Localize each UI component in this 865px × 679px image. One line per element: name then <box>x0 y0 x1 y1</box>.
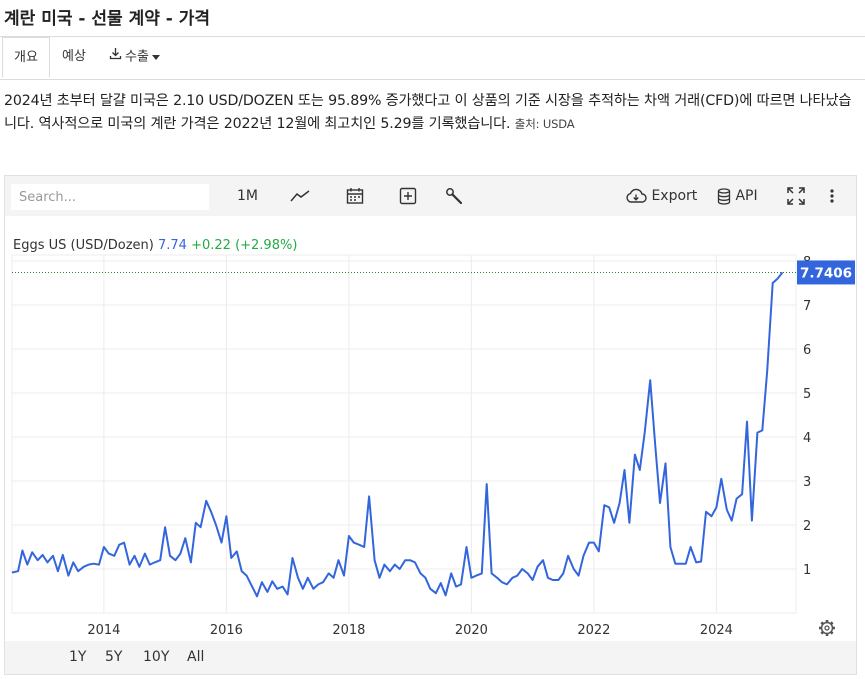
tab-forecast[interactable]: 예상 <box>51 37 97 78</box>
search-input[interactable] <box>11 184 209 210</box>
cloud-download-icon <box>625 188 647 204</box>
tab-overview-label: 개요 <box>14 50 38 65</box>
description: 2024년 초부터 달걀 미국은 2.10 USD/DOZEN 또는 95.89… <box>4 90 859 136</box>
range-selector: 1Y 5Y 10Y All <box>5 641 856 674</box>
x-tick-label: 2020 <box>455 623 488 638</box>
x-tick-label: 2024 <box>700 623 733 638</box>
x-tick-label: 2018 <box>332 623 365 638</box>
description-text: 2024년 초부터 달걀 미국은 2.10 USD/DOZEN 또는 95.89… <box>4 93 852 132</box>
more-vert-icon[interactable] <box>829 182 835 210</box>
export-label: Export <box>651 188 698 204</box>
tab-divider <box>0 79 865 80</box>
plot-area <box>11 254 797 614</box>
x-tick-label: 2014 <box>87 623 120 638</box>
y-tick-label: 7 <box>803 299 811 314</box>
legend-change: +0.22 (+2.98%) <box>191 238 298 253</box>
fullscreen-icon[interactable] <box>787 182 805 210</box>
title-divider <box>0 36 865 37</box>
page-title: 계란 미국 - 선물 계약 - 가격 <box>4 9 211 29</box>
tab-overview[interactable]: 개요 <box>2 37 50 78</box>
tab-bar: 개요 예상 수출 <box>0 37 865 79</box>
source-link[interactable]: 출처: USDA <box>514 117 575 131</box>
chart-container: 1M Export API 12345678201420162018202020… <box>4 175 857 675</box>
line-chart-icon[interactable] <box>290 182 310 210</box>
tab-export-label: 수출 <box>125 49 149 65</box>
tab-forecast-label: 예상 <box>62 49 86 64</box>
wrench-icon[interactable] <box>445 182 463 210</box>
chart-legend: Eggs US (USD/Dozen) 7.74 +0.22 (+2.98%) <box>13 238 297 253</box>
period-button[interactable]: 1M <box>237 188 258 204</box>
calendar-icon[interactable] <box>346 182 364 210</box>
caret-down-icon <box>151 54 160 60</box>
api-button[interactable]: API <box>717 182 758 210</box>
settings-gear-icon[interactable] <box>819 620 835 636</box>
range-10y-button[interactable]: 10Y <box>143 649 170 665</box>
x-tick-label: 2016 <box>210 623 243 638</box>
y-tick-label: 3 <box>803 475 811 490</box>
x-tick-label: 2022 <box>577 623 610 638</box>
database-icon <box>717 187 731 205</box>
range-all-button[interactable]: All <box>187 649 205 665</box>
legend-value: 7.74 <box>158 238 187 253</box>
add-box-icon[interactable] <box>399 182 417 210</box>
download-icon <box>109 37 122 77</box>
y-tick-label: 2 <box>803 519 811 534</box>
last-price-tag <box>797 260 855 285</box>
price-chart[interactable]: 123456782014201620182020202220247.7406 <box>5 176 856 641</box>
y-tick-label: 4 <box>803 431 811 446</box>
last-price-label: 7.7406 <box>800 265 852 281</box>
price-line <box>11 271 784 598</box>
y-tick-label: 6 <box>803 343 811 358</box>
api-label: API <box>735 188 758 204</box>
tab-export[interactable]: 수출 <box>98 37 171 78</box>
range-5y-button[interactable]: 5Y <box>105 649 123 665</box>
export-button[interactable]: Export <box>625 182 697 210</box>
y-tick-label: 5 <box>803 387 811 402</box>
chart-toolbar: 1M Export API <box>5 176 856 216</box>
y-tick-label: 1 <box>803 563 811 578</box>
legend-series-name: Eggs US (USD/Dozen) <box>13 238 154 253</box>
range-1y-button[interactable]: 1Y <box>69 649 87 665</box>
